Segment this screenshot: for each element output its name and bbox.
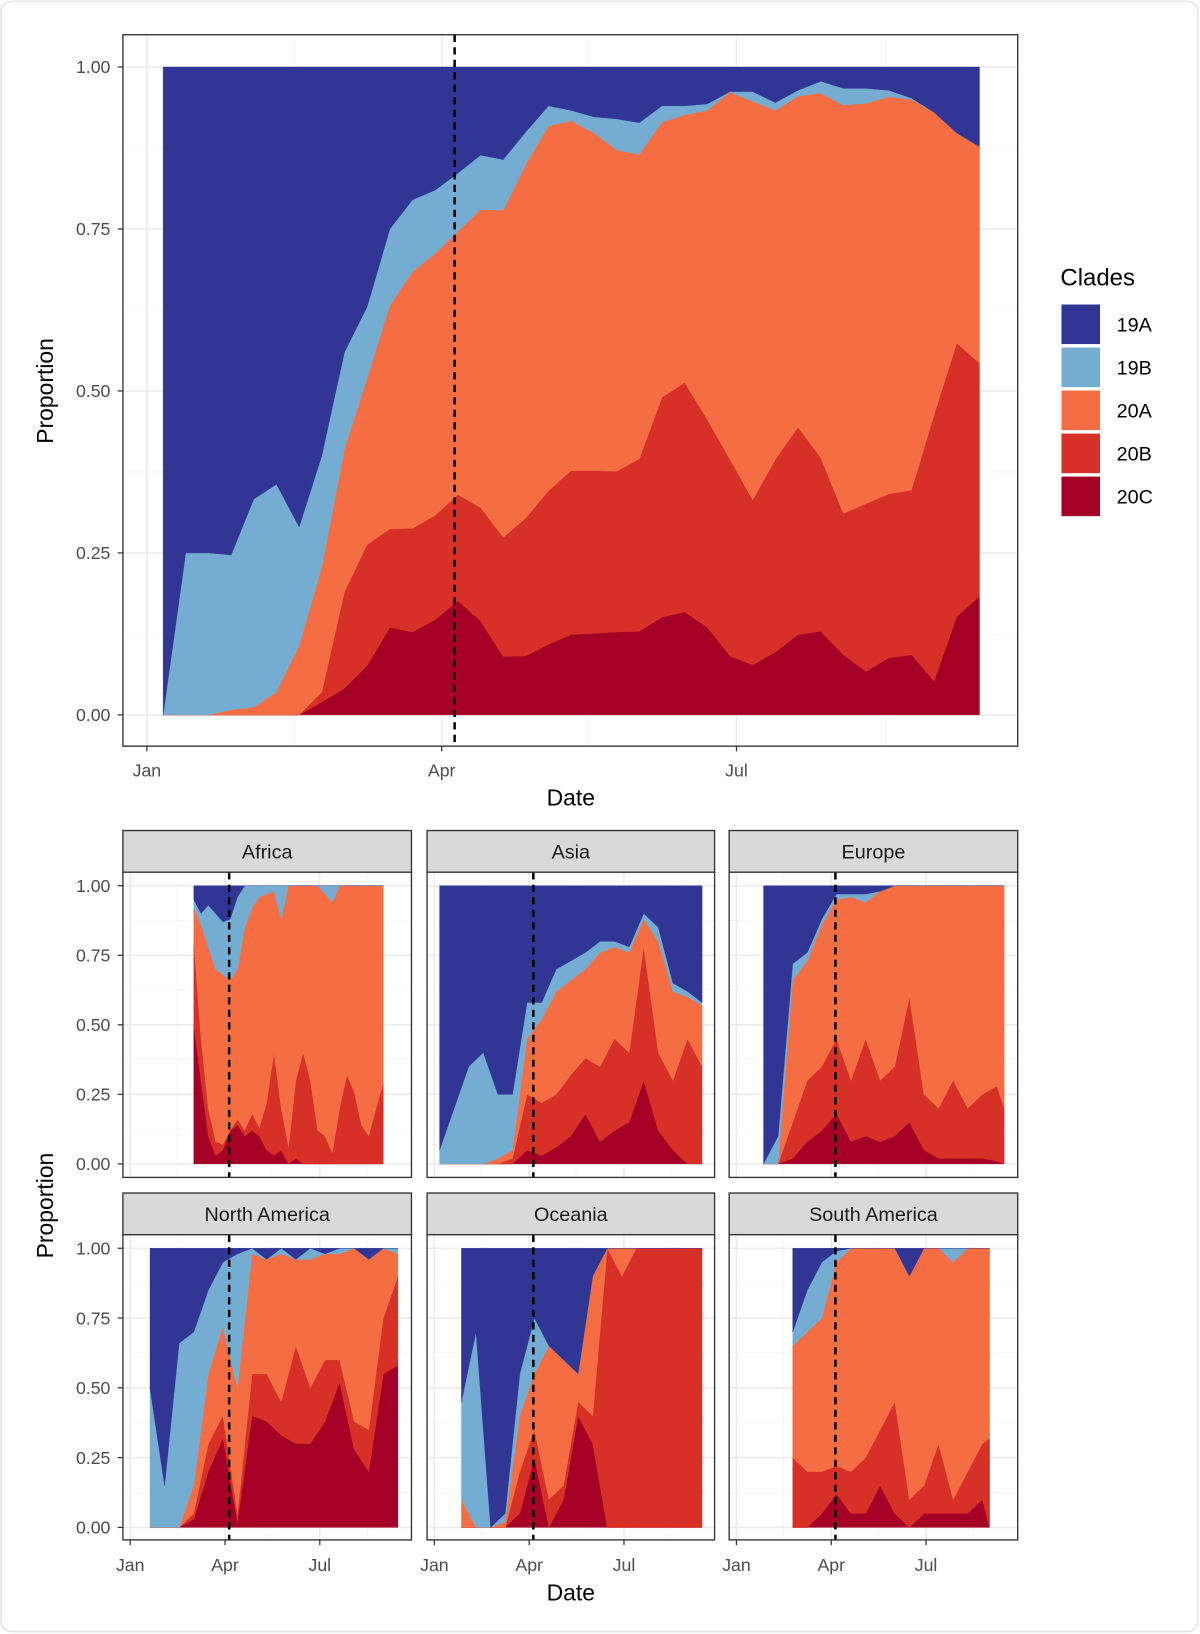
y-tick-label: 0.75 xyxy=(76,946,111,966)
y-tick-label: 0.25 xyxy=(76,1085,111,1105)
panel-border xyxy=(728,1234,1019,1541)
legend-key-20A xyxy=(1061,390,1100,431)
y-tick-label: 0.75 xyxy=(76,1308,111,1328)
facet-strip-label: Africa xyxy=(242,842,293,864)
legend-key-19B xyxy=(1061,347,1100,388)
area-19A xyxy=(162,66,980,715)
y-tick-label: 0.75 xyxy=(76,219,111,239)
facet-y-axis-title: Proportion xyxy=(32,1153,58,1259)
area-19A xyxy=(763,885,1005,1164)
x-tick-label: Jan xyxy=(420,1555,449,1575)
facet-strip xyxy=(426,829,716,873)
legend-label: 19A xyxy=(1117,315,1153,337)
facet-panel-asia xyxy=(426,871,716,1179)
facet-panel-oceania xyxy=(426,1234,716,1541)
y-tick-label: 0.25 xyxy=(76,1448,111,1468)
facet-strip-label: Europe xyxy=(842,842,906,864)
x-axis-title: Date xyxy=(547,785,595,811)
legend-label: 20C xyxy=(1117,487,1153,509)
legend-title: Clades xyxy=(1060,265,1135,292)
facet-strip xyxy=(122,829,413,873)
facet-strip-label: Asia xyxy=(552,842,590,864)
x-tick-label: Jul xyxy=(725,760,748,780)
x-tick-label: Apr xyxy=(428,760,456,780)
area-19A xyxy=(792,1248,990,1333)
area-19A xyxy=(193,885,384,923)
facet-panel-south-america xyxy=(728,1234,1019,1541)
area-19A xyxy=(439,885,703,1151)
legend-label: 19B xyxy=(1117,358,1152,380)
facet-strip-label: North America xyxy=(205,1204,330,1226)
facet-strip xyxy=(426,1192,716,1236)
facet-x-axis-title: Date xyxy=(547,1579,595,1605)
area-19A xyxy=(461,1248,703,1528)
panel-border xyxy=(728,871,1019,1179)
facet-panel-europe xyxy=(728,871,1019,1179)
x-tick-label: Jan xyxy=(133,760,162,780)
y-tick-label: 0.50 xyxy=(76,1378,111,1398)
legend-key-20B xyxy=(1061,433,1100,474)
x-tick-label: Apr xyxy=(515,1555,543,1575)
x-tick-label: Jul xyxy=(613,1555,636,1575)
legend-label: 20B xyxy=(1117,444,1152,466)
x-tick-label: Jul xyxy=(308,1555,331,1575)
panel-border xyxy=(426,1234,716,1541)
facet-strip-label: South America xyxy=(809,1204,938,1226)
facet-strip-label: Oceania xyxy=(534,1204,608,1226)
y-tick-label: 0.25 xyxy=(76,543,111,563)
x-tick-label: Apr xyxy=(211,1555,239,1575)
facet-strip xyxy=(728,1192,1019,1236)
y-tick-label: 1.00 xyxy=(76,57,111,77)
legend-key-19A xyxy=(1061,304,1100,345)
y-axis-title: Proportion xyxy=(32,338,58,444)
facet-panel-north-america xyxy=(122,1234,413,1541)
legend-key-20C xyxy=(1061,476,1100,517)
x-tick-label: Jul xyxy=(915,1555,938,1575)
y-tick-label: 0.50 xyxy=(76,1015,111,1035)
y-tick-label: 0.00 xyxy=(76,1154,111,1174)
y-tick-label: 0.00 xyxy=(76,1518,111,1538)
facet-strip xyxy=(728,829,1019,873)
y-tick-label: 1.00 xyxy=(76,876,111,896)
x-tick-label: Apr xyxy=(817,1555,845,1575)
y-tick-label: 0.00 xyxy=(76,705,111,725)
facet-panel-africa xyxy=(122,871,413,1179)
y-tick-label: 0.50 xyxy=(76,381,111,401)
legend-label: 20A xyxy=(1117,401,1153,423)
panel-border xyxy=(426,871,716,1179)
y-tick-label: 1.00 xyxy=(76,1239,111,1259)
x-tick-label: Jan xyxy=(116,1555,145,1575)
area-19A xyxy=(149,1247,398,1486)
x-tick-label: Jan xyxy=(722,1555,751,1575)
main-panel xyxy=(122,34,1019,747)
